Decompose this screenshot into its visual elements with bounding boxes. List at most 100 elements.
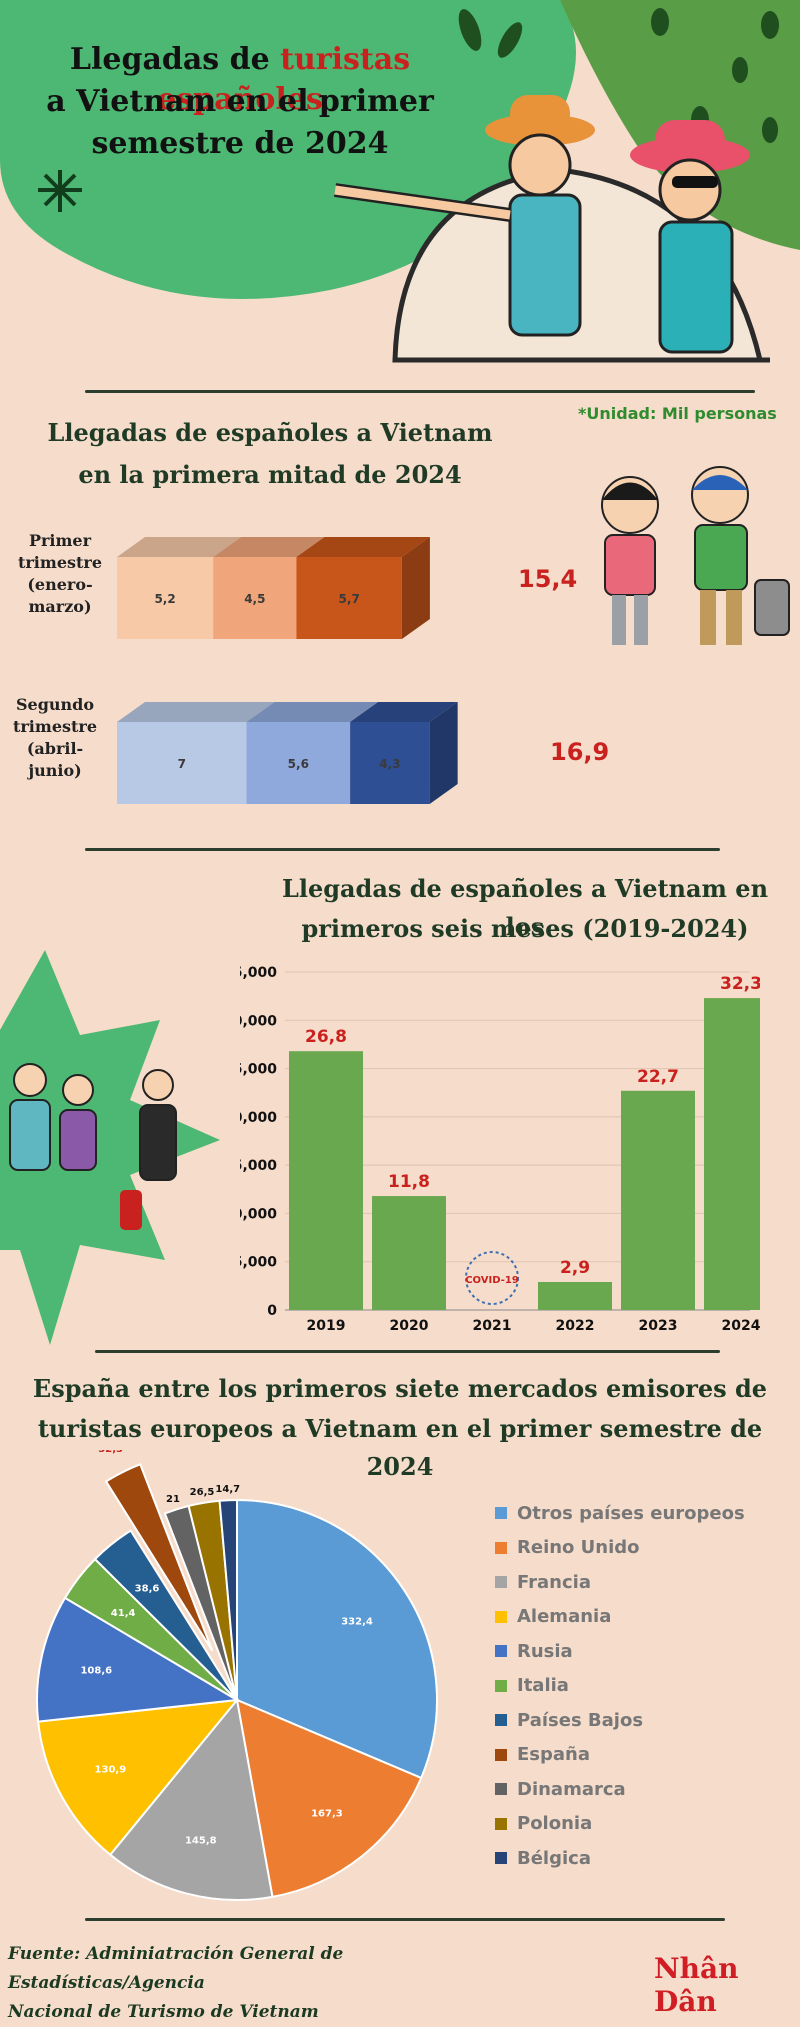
- pie-value-label: 145,8: [185, 1835, 217, 1846]
- q2-label: Segundo trimestre (abril- junio): [5, 694, 105, 782]
- x-tick-label: 2021: [473, 1318, 512, 1334]
- pie-slice: [236, 1498, 438, 1780]
- pie-slice: [235, 1698, 423, 1898]
- legend-label: España: [517, 1744, 591, 1766]
- bar-value-label: 2,9: [560, 1258, 590, 1278]
- section2-title-line1: Llegadas de españoles a Vietnam en los: [281, 874, 769, 941]
- y-tick-label: 20,000: [240, 1110, 277, 1126]
- bar-value-label: 22,7: [637, 1067, 679, 1087]
- q1-label-line: marzo): [28, 597, 92, 616]
- main-title-line3: semestre de 2024: [91, 126, 389, 161]
- bar-segment-top: [117, 702, 275, 722]
- legend-label: Otros países europeos: [517, 1502, 745, 1524]
- legend-swatch: [495, 1783, 507, 1796]
- title-highlight: turistas españoles: [157, 42, 411, 117]
- legend-item: Países Bajos: [495, 1703, 745, 1738]
- legend-label: Alemania: [517, 1606, 612, 1628]
- legend-swatch: [495, 1610, 507, 1623]
- x-tick-label: 2019: [307, 1318, 346, 1334]
- pie-value-label: 14,7: [215, 1484, 240, 1495]
- bar-segment-top: [246, 702, 379, 722]
- bar: [538, 1281, 612, 1310]
- legend-item: Dinamarca: [495, 1772, 745, 1807]
- q2-label-line: junio): [28, 761, 82, 780]
- q2-label-line: Segundo: [15, 695, 95, 714]
- bar-value-label: 32,3: [720, 974, 760, 994]
- segment-value-label: 7: [178, 757, 186, 771]
- legend-item: Reino Unido: [495, 1531, 745, 1566]
- x-tick-label: 2020: [390, 1318, 429, 1334]
- legend-label: Bélgica: [517, 1847, 591, 1869]
- bar-segment: [117, 722, 247, 804]
- legend-item: Rusia: [495, 1634, 745, 1669]
- legend-label: Dinamarca: [517, 1778, 626, 1800]
- europe-markets-pie-chart: 332,4 167,3 145,8 130,9 108,6 41,4 38,6 32,3 21 2…: [36, 1450, 438, 1901]
- bar-segment: [213, 557, 297, 639]
- y-tick-label: 35,000: [240, 965, 277, 981]
- legend-label: Reino Unido: [517, 1537, 640, 1559]
- bar-segment: [350, 722, 430, 804]
- bar-segment: [117, 557, 214, 639]
- q2-label-line: (abril-: [26, 739, 84, 758]
- pie-slice: [218, 1498, 238, 1701]
- bar-side: [429, 702, 458, 804]
- section1-title-line1: Llegadas de españoles a Vietnam: [47, 418, 493, 447]
- x-tick-label: 2024: [722, 1318, 760, 1334]
- main-title-line2: a Vietnam en el primer: [46, 84, 434, 119]
- pie-slice: [36, 1596, 241, 1723]
- divider: [85, 848, 720, 851]
- bar-segment: [246, 722, 351, 804]
- bar-value-label: 11,8: [388, 1172, 430, 1192]
- y-tick-label: 5,000: [240, 1255, 277, 1271]
- pie-value-label: 38,6: [135, 1584, 160, 1595]
- y-tick-label: 10,000: [240, 1206, 277, 1222]
- title-text: Llegadas de: [69, 42, 281, 77]
- y-tick-label: 0: [267, 1303, 277, 1319]
- source-note: Fuente: Adminiatración General de Estadí…: [8, 1940, 528, 2027]
- legend-swatch: [495, 1748, 507, 1761]
- q1-label-line: trimestre: [17, 553, 102, 572]
- covid-label: COVID-19: [465, 1275, 519, 1286]
- legend-swatch: [495, 1541, 507, 1554]
- bar-segment-top: [213, 537, 325, 557]
- bar-value-label: 26,8: [305, 1027, 347, 1047]
- pie-value-label: 130,9: [95, 1765, 127, 1776]
- legend-item: Alemania: [495, 1600, 745, 1635]
- legend-item: Francia: [495, 1565, 745, 1600]
- legend-label: Francia: [517, 1571, 591, 1593]
- divider: [85, 390, 755, 393]
- q1-label-line: Primer: [28, 531, 92, 550]
- segment-value-label: 5,7: [339, 592, 360, 606]
- bar-segment-top: [117, 537, 242, 557]
- unit-note: *Unidad: Mil personas: [578, 404, 777, 423]
- legend-item: España: [495, 1738, 745, 1773]
- pie-value-label: 32,3: [98, 1450, 123, 1455]
- pie-value-label: 108,6: [80, 1665, 112, 1676]
- section1-title-line2: en la primera mitad de 2024: [78, 460, 462, 489]
- legend-item: Bélgica: [495, 1841, 745, 1876]
- quarter-stacked-bars: 5,2 4,5 5,7 7 5,6 4,3: [117, 537, 458, 804]
- legend-swatch: [495, 1679, 507, 1692]
- bar-segment-top: [350, 702, 458, 722]
- legend-swatch: [495, 1714, 507, 1727]
- pie-slice: [37, 1698, 240, 1857]
- legend-item: Otros países europeos: [495, 1496, 745, 1531]
- bar: [289, 1051, 363, 1310]
- legend-swatch: [495, 1817, 507, 1830]
- header-illustration: [0, 0, 800, 363]
- legend-label: Países Bajos: [517, 1709, 644, 1731]
- bar-segment: [296, 557, 402, 639]
- bar: [372, 1196, 446, 1310]
- pie-value-label: 41,4: [111, 1608, 136, 1619]
- source-line: Fuente: Adminiatración General de Estadí…: [8, 1944, 344, 1993]
- segment-value-label: 5,6: [288, 757, 309, 771]
- segment-value-label: 5,2: [154, 592, 175, 606]
- pie-slice: [104, 1462, 214, 1652]
- bar-side: [401, 537, 430, 639]
- palm-icon: [38, 170, 82, 212]
- x-tick-label: 2022: [556, 1318, 595, 1334]
- q1-total: 15,4: [518, 565, 578, 593]
- main-title-line1: Llegadas de turistas españoles: [10, 40, 470, 120]
- section3-title-line2: turistas europeos a Vietnam en el primer…: [37, 1414, 763, 1481]
- nhandan-logo: Nhân Dân: [654, 1952, 739, 2018]
